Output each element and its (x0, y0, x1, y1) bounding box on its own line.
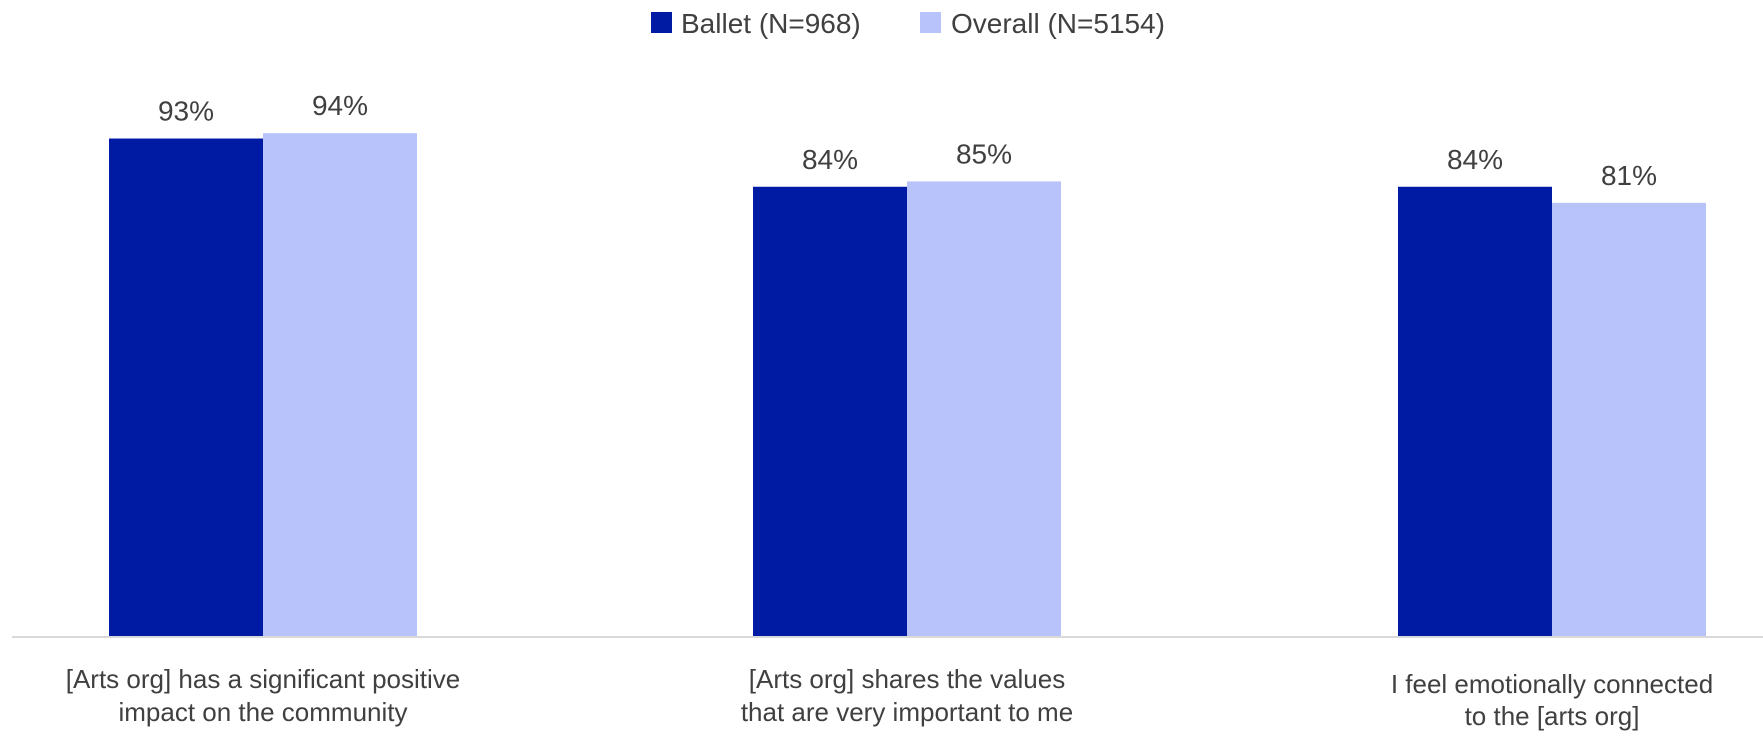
legend-label-1: Ballet (N=968) (681, 8, 861, 39)
category-labels-group: [Arts org] has a significant positiveimp… (66, 664, 1713, 731)
bar-s2-c2 (907, 181, 1061, 637)
category-label-3-line-2: to the [arts org] (1465, 701, 1640, 731)
bar-s1-c2 (753, 186, 907, 637)
value-label-s2-c2: 85% (956, 138, 1012, 169)
value-label-s2-c3: 81% (1601, 160, 1657, 191)
legend-swatch-1 (651, 12, 672, 33)
value-label-s2-c1: 94% (312, 90, 368, 121)
category-label-1-line-2: impact on the community (118, 697, 407, 727)
category-label-2-line-1: [Arts org] shares the values (749, 664, 1065, 694)
bars-group (109, 133, 1706, 637)
bar-s2-c3 (1552, 202, 1706, 637)
legend-label-2: Overall (N=5154) (951, 8, 1165, 39)
category-label-1-line-1: [Arts org] has a significant positive (66, 664, 461, 694)
category-label-2-line-2: that are very important to me (741, 697, 1073, 727)
value-label-s1-c3: 84% (1447, 144, 1503, 175)
value-labels-group: 93% 84% 84% 94% 85% 81% (158, 90, 1657, 191)
bar-s1-c1 (109, 138, 263, 637)
legend: Ballet (N=968) Overall (N=5154) (651, 8, 1165, 39)
value-label-s1-c2: 84% (802, 144, 858, 175)
value-label-s1-c1: 93% (158, 96, 214, 127)
legend-swatch-2 (920, 12, 941, 33)
bar-s2-c1 (263, 133, 417, 637)
category-label-3-line-1: I feel emotionally connected (1391, 669, 1713, 699)
bar-s1-c3 (1398, 186, 1552, 637)
